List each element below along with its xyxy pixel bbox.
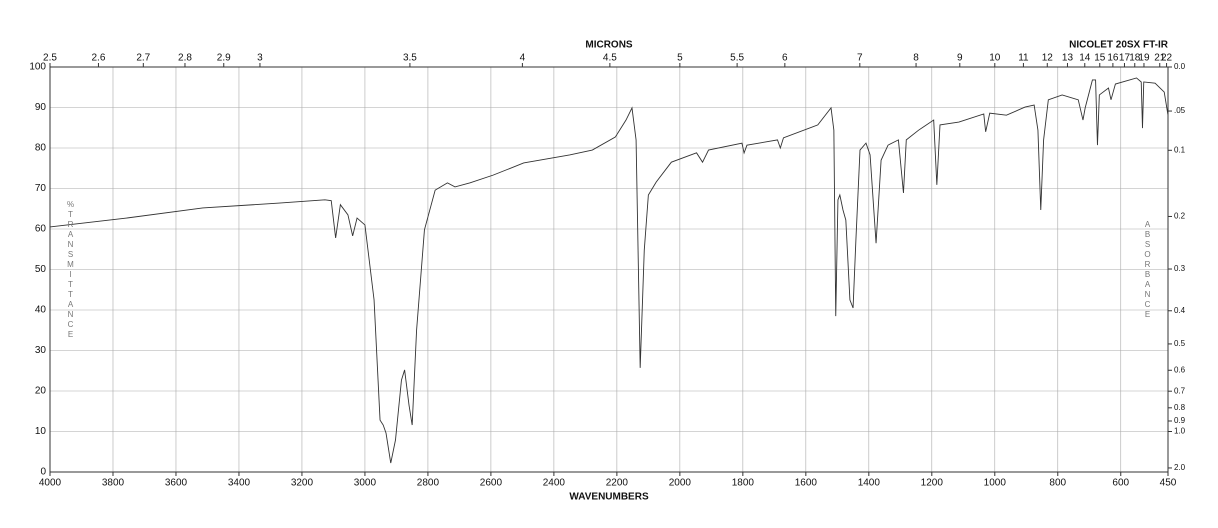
- top-tick-label: 4: [520, 53, 526, 64]
- top-tick-label: 14: [1079, 53, 1091, 64]
- top-tick-label: 21: [1154, 53, 1166, 64]
- y-tick-label: 100: [29, 62, 46, 73]
- top-tick-label: 19: [1138, 53, 1150, 64]
- y2-tick-label: 0.1: [1174, 145, 1186, 154]
- top-tick-label: 18: [1129, 53, 1141, 64]
- top-tick-label: 5.5: [730, 53, 744, 64]
- y2-tick-label: 0.8: [1174, 403, 1186, 412]
- y-axis-label: %TRANSMITTANCE: [66, 200, 75, 340]
- y-tick-label: 90: [35, 102, 47, 113]
- spectrum-line: [49, 77, 1169, 464]
- chart-title: NICOLET 20SX FT-IR: [1069, 40, 1169, 51]
- top-tick-label: 4.5: [603, 53, 617, 64]
- y2-tick-label: 0.7: [1174, 386, 1186, 395]
- y-tick-label: 10: [35, 426, 47, 437]
- x-tick-label: 4000: [39, 478, 62, 489]
- y2-tick-label: 0.9: [1174, 416, 1186, 425]
- x-tick-label: 1400: [858, 478, 881, 489]
- top-tick-label: 2.7: [136, 53, 150, 64]
- y2-tick-label: 0.0: [1174, 62, 1186, 71]
- top-axis-label: MICRONS: [585, 40, 633, 51]
- top-tick-label: 2.5: [43, 53, 57, 64]
- y-tick-label: 20: [35, 386, 47, 397]
- x-axis-label: WAVENUMBERS: [569, 492, 649, 503]
- y-tick-label: 80: [35, 143, 47, 154]
- y2-axis-label: ABSORBANCE: [1143, 220, 1152, 320]
- top-tick-label: 9: [957, 53, 963, 64]
- top-tick-label: 6: [782, 53, 788, 64]
- top-tick-label: 22: [1161, 53, 1173, 64]
- x-tick-label: 3400: [228, 478, 251, 489]
- y-tick-label: 0: [40, 467, 46, 478]
- top-tick-label: 2.8: [178, 53, 192, 64]
- x-tick-label: 3000: [354, 478, 377, 489]
- x-tick-label: 600: [1112, 478, 1129, 489]
- x-tick-label: 1600: [795, 478, 818, 489]
- top-tick-label: 8: [913, 53, 919, 64]
- y2-tick-label: 2.0: [1174, 463, 1186, 472]
- x-tick-label: 3800: [102, 478, 125, 489]
- x-tick-label: 2000: [669, 478, 692, 489]
- x-tick-label: 800: [1049, 478, 1066, 489]
- x-tick-label: 2400: [543, 478, 566, 489]
- top-tick-label: 12: [1042, 53, 1054, 64]
- x-tick-label: 2600: [480, 478, 503, 489]
- y-tick-label: 50: [35, 264, 47, 275]
- top-tick-label: 16: [1107, 53, 1119, 64]
- top-tick-label: 15: [1094, 53, 1106, 64]
- y2-tick-label: 0.2: [1174, 212, 1186, 221]
- y2-tick-label: .05: [1174, 106, 1186, 115]
- top-tick-label: 3: [257, 53, 263, 64]
- y-tick-label: 30: [35, 345, 47, 356]
- top-tick-label: 10: [989, 53, 1001, 64]
- top-tick-label: 7: [857, 53, 863, 64]
- top-tick-label: 11: [1018, 53, 1029, 64]
- y-tick-label: 40: [35, 305, 47, 316]
- y2-tick-label: 0.6: [1174, 365, 1186, 374]
- x-tick-label: 1200: [921, 478, 944, 489]
- plot-frame: [49, 66, 1169, 473]
- y-tick-label: 60: [35, 224, 47, 235]
- y2-tick-label: 0.5: [1174, 339, 1186, 348]
- top-tick-label: 13: [1062, 53, 1074, 64]
- top-tick-label: 2.9: [217, 53, 231, 64]
- y2-tick-label: 1.0: [1174, 427, 1186, 436]
- y2-tick-label: 0.3: [1174, 264, 1186, 273]
- y-tick-label: 70: [35, 183, 47, 194]
- top-tick-label: 5: [677, 53, 683, 64]
- x-tick-label: 1800: [732, 478, 755, 489]
- x-tick-label: 2200: [606, 478, 629, 489]
- x-tick-label: 1000: [984, 478, 1007, 489]
- top-tick-label: 2.6: [91, 53, 105, 64]
- x-tick-label: 3200: [291, 478, 314, 489]
- x-tick-label: 3600: [165, 478, 188, 489]
- top-tick-label: 17: [1119, 53, 1131, 64]
- top-tick-label: 3.5: [403, 53, 417, 64]
- y2-tick-label: 0.4: [1174, 306, 1186, 315]
- x-tick-label: 450: [1160, 478, 1177, 489]
- x-tick-label: 2800: [417, 478, 440, 489]
